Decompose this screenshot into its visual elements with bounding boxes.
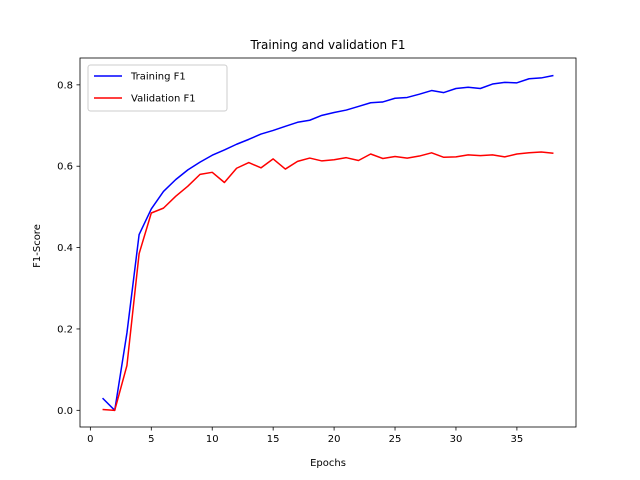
y-tick-label: 0.6: [57, 162, 73, 173]
legend-label-1: Validation F1: [131, 94, 196, 105]
plot-area: [102, 74, 554, 412]
legend-box: [87, 64, 228, 112]
x-tick-label: 15: [267, 434, 280, 445]
y-tick-label: 0.8: [57, 80, 73, 91]
axes: 0 5 10 15 20 25 30 35 0.0 0.2 0.4 0.6 0.8: [57, 57, 577, 445]
y-tick-label: 0.0: [57, 406, 73, 417]
legend-label-0: Training F1: [130, 72, 186, 83]
chart-title: Training and validation F1: [250, 38, 406, 52]
x-tick-label: 0: [87, 434, 93, 445]
y-axis-title: F1-Score: [32, 224, 43, 268]
axes-frame: [79, 57, 577, 428]
x-tick-label: 5: [148, 434, 154, 445]
series-line-0: [102, 74, 554, 412]
y-tick-label: 0.2: [57, 324, 73, 335]
x-tick-label: 20: [328, 434, 341, 445]
series-line-1: [102, 151, 554, 412]
legend: Training F1 Validation F1: [87, 64, 228, 112]
x-axis-title: Epochs: [310, 458, 346, 469]
y-tick-label: 0.4: [57, 243, 73, 254]
x-tick-label: 30: [450, 434, 463, 445]
x-tick-label: 35: [511, 434, 524, 445]
x-tick-label: 10: [206, 434, 219, 445]
x-tick-label: 25: [389, 434, 402, 445]
